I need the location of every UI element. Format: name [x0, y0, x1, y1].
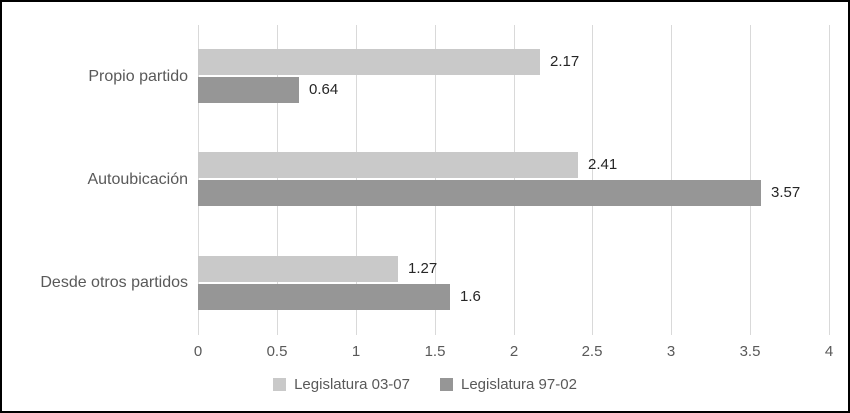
value-label: 2.41 [588, 156, 618, 173]
legend-item: Legislatura 03-07 [273, 376, 410, 393]
bar [198, 49, 540, 75]
value-label: 3.57 [771, 184, 801, 201]
value-label: 2.17 [550, 53, 580, 70]
plot-area: 2.17 0.64 2.41 3.57 1.27 1.6 [198, 25, 830, 335]
legend-swatch-icon [440, 378, 453, 391]
legend: Legislatura 03-07 Legislatura 97-02 [2, 376, 848, 393]
category-label: Desde otros partidos [40, 274, 188, 291]
legend-swatch-icon [273, 378, 287, 391]
x-tick-label: 1 [351, 343, 361, 360]
value-label: 0.64 [309, 81, 339, 98]
bar [198, 180, 761, 206]
bar [198, 77, 299, 103]
x-tick-label: 0.5 [266, 343, 288, 360]
value-label: 1.6 [460, 288, 481, 305]
bar [198, 256, 398, 282]
x-tick-label: 2 [509, 343, 519, 360]
category-label: Autoubicación [87, 171, 188, 188]
value-label: 1.27 [408, 260, 438, 277]
x-tick-label: 4 [824, 343, 834, 360]
bar [198, 152, 578, 178]
x-tick-label: 3.5 [739, 343, 761, 360]
bar [198, 284, 450, 310]
x-tick-label: 2.5 [581, 343, 603, 360]
category-label: Propio partido [88, 68, 188, 85]
x-tick-label: 0 [193, 343, 203, 360]
x-tick-label: 1.5 [424, 343, 446, 360]
x-tick-label: 3 [666, 343, 676, 360]
legend-label: Legislatura 97-02 [461, 376, 577, 393]
legend-label: Legislatura 03-07 [294, 376, 410, 393]
gridline [829, 25, 830, 335]
legend-item: Legislatura 97-02 [440, 376, 577, 393]
